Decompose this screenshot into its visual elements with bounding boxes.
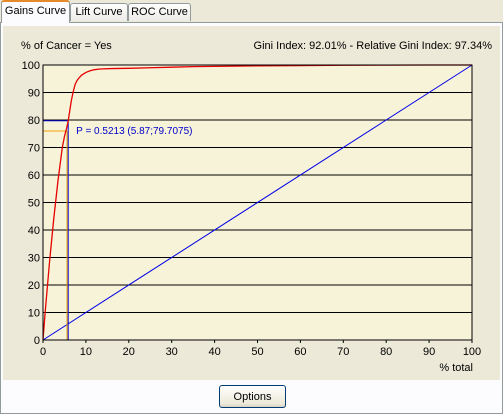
x-axis-label: % total xyxy=(439,362,473,374)
y-tick-label: 50 xyxy=(28,198,40,210)
gini-index-label: Gini Index: 92.01% - Relative Gini Index… xyxy=(254,40,493,52)
y-tick-label: 20 xyxy=(28,280,40,292)
options-button[interactable]: Options xyxy=(219,385,286,408)
y-tick-label: 100 xyxy=(22,60,40,72)
plot-border xyxy=(42,64,473,341)
x-tick-label: 90 xyxy=(423,346,435,358)
tab-bar: Gains Curve Lift Curve ROC Curve xyxy=(0,0,503,23)
y-tick-label: 40 xyxy=(28,225,40,237)
tab-lift-curve[interactable]: Lift Curve xyxy=(70,3,128,21)
x-tick-label: 0 xyxy=(40,346,46,358)
chart-area: 0 10 20 30 40 50 60 70 80 90 100 0 10 20 30 40 50 60 70 80… xyxy=(3,26,500,380)
gains-chart: 0 10 20 30 40 50 60 70 80 90 100 0 10 20 30 40 50 60 70 80… xyxy=(21,40,493,374)
x-tick-label: 10 xyxy=(80,346,92,358)
y-tick-label: 80 xyxy=(28,115,40,127)
x-tick-label: 40 xyxy=(208,346,220,358)
x-tick-label: 70 xyxy=(337,346,349,358)
y-tick-label: 10 xyxy=(28,308,40,320)
x-tick-label: 80 xyxy=(380,346,392,358)
x-tick-label: 20 xyxy=(123,346,135,358)
x-tick-label: 50 xyxy=(251,346,263,358)
x-tick-labels: 0 10 20 30 40 50 60 70 80 90 100 xyxy=(40,340,481,358)
point-guide-lines xyxy=(43,120,69,340)
y-tick-label: 30 xyxy=(28,253,40,265)
model-gains-curve xyxy=(42,64,472,341)
point-annotation: P = 0.5213 (5.87;79.7075) xyxy=(76,126,192,137)
y-tick-label: 70 xyxy=(28,143,40,155)
random-baseline xyxy=(42,64,473,341)
target-label: % of Cancer = Yes xyxy=(21,40,112,52)
y-tick-label: 60 xyxy=(28,170,40,182)
x-tick-label: 60 xyxy=(294,346,306,358)
y-tick-labels: 0 10 20 30 40 50 60 70 80 90 100 xyxy=(22,60,40,347)
tab-roc-curve[interactable]: ROC Curve xyxy=(128,3,191,21)
y-tick-label: 0 xyxy=(34,335,40,347)
x-tick-label: 100 xyxy=(463,346,481,358)
gains-curve-panel: 0 10 20 30 40 50 60 70 80 90 100 0 10 20 30 40 50 60 70 80… xyxy=(0,22,503,414)
x-tick-label: 30 xyxy=(166,346,178,358)
tab-gains-curve[interactable]: Gains Curve xyxy=(1,0,70,23)
y-tick-label: 90 xyxy=(28,88,40,100)
